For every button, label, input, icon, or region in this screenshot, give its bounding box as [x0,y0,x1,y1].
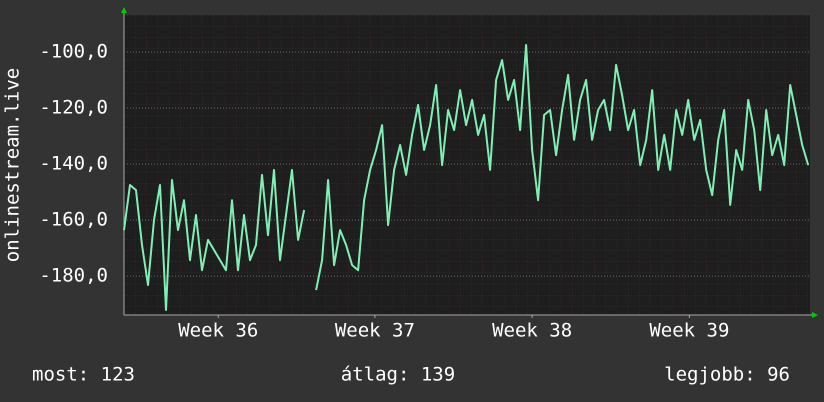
stat-current: most: 123 [32,364,135,386]
y-tick-label: -140,0 [39,153,108,175]
y-axis-label: onlinestream.live [2,68,24,262]
stat-average: átlag: 139 [341,364,455,386]
stat-best: legjobb: 96 [664,364,790,386]
x-arrow [812,312,818,318]
y-arrow [121,7,127,13]
y-tick-label: -160,0 [39,209,108,231]
x-tick-label: Week 38 [492,320,572,342]
x-tick-label: Week 36 [178,320,258,342]
data-line [123,44,810,311]
y-tick-label: -100,0 [39,40,108,62]
y-tick-label: -120,0 [39,96,108,118]
x-tick-label: Week 37 [335,320,415,342]
x-tick-label: Week 39 [649,320,729,342]
y-tick-label: -180,0 [39,265,108,287]
